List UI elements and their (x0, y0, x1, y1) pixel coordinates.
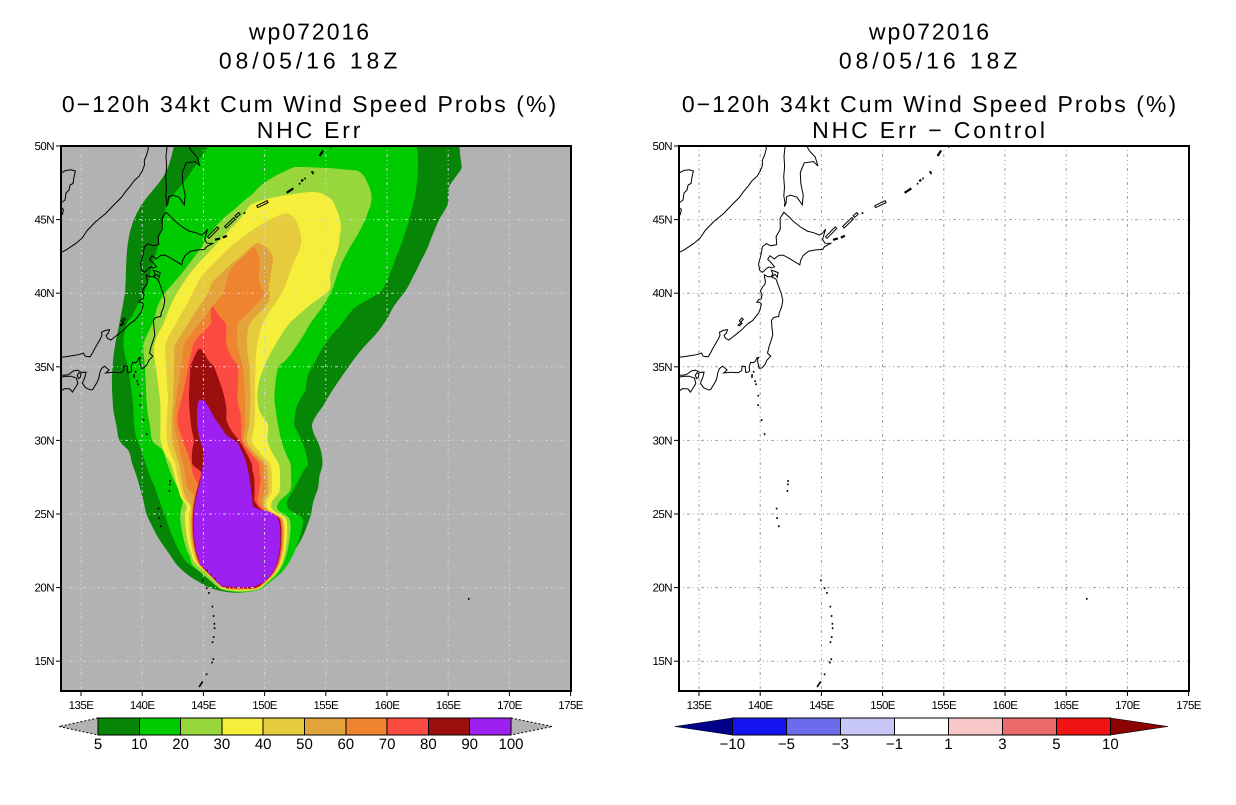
svg-text:70: 70 (379, 736, 396, 753)
svg-text:wp072016: wp072016 (868, 19, 991, 45)
svg-text:0−120h 34kt Cum Wind Speed Pro: 0−120h 34kt Cum Wind Speed Probs (%) (62, 91, 558, 117)
svg-text:3: 3 (998, 736, 1006, 753)
svg-text:10: 10 (1102, 736, 1119, 753)
svg-text:140E: 140E (130, 700, 156, 712)
svg-text:90: 90 (461, 736, 478, 753)
svg-text:10: 10 (131, 736, 148, 753)
svg-text:135E: 135E (687, 700, 713, 712)
svg-text:40: 40 (255, 736, 272, 753)
svg-text:−5: −5 (778, 736, 795, 753)
svg-text:50: 50 (296, 736, 313, 753)
svg-text:20N: 20N (35, 583, 55, 595)
svg-text:45N: 45N (35, 215, 55, 227)
svg-text:5: 5 (1052, 736, 1060, 753)
svg-text:5: 5 (94, 736, 102, 753)
svg-text:40N: 40N (35, 288, 55, 300)
svg-text:35N: 35N (653, 362, 673, 374)
svg-text:45N: 45N (653, 215, 673, 227)
svg-text:145E: 145E (809, 700, 835, 712)
svg-text:30N: 30N (653, 435, 673, 447)
svg-text:−3: −3 (832, 736, 849, 753)
svg-text:wp072016: wp072016 (248, 19, 371, 45)
svg-text:50N: 50N (35, 141, 55, 153)
svg-text:08/05/16 18Z: 08/05/16 18Z (219, 48, 401, 74)
svg-text:145E: 145E (191, 700, 217, 712)
svg-text:0−120h 34kt Cum Wind Speed Pro: 0−120h 34kt Cum Wind Speed Probs (%) (682, 91, 1178, 117)
svg-text:170E: 170E (497, 700, 523, 712)
svg-text:25N: 25N (653, 509, 673, 521)
svg-text:−1: −1 (886, 736, 903, 753)
svg-text:−10: −10 (720, 736, 745, 753)
svg-text:155E: 155E (931, 700, 957, 712)
svg-text:165E: 165E (1054, 700, 1080, 712)
svg-text:20N: 20N (653, 583, 673, 595)
svg-text:20: 20 (172, 736, 189, 753)
svg-text:160E: 160E (993, 700, 1019, 712)
svg-text:60: 60 (337, 736, 354, 753)
svg-text:15N: 15N (653, 656, 673, 668)
svg-text:NHC Err − Control: NHC Err − Control (812, 117, 1048, 143)
svg-text:175E: 175E (558, 700, 584, 712)
svg-text:135E: 135E (69, 700, 95, 712)
svg-text:165E: 165E (436, 700, 462, 712)
svg-text:30N: 30N (35, 435, 55, 447)
svg-text:15N: 15N (35, 656, 55, 668)
svg-text:80: 80 (420, 736, 437, 753)
svg-text:170E: 170E (1115, 700, 1141, 712)
svg-text:140E: 140E (748, 700, 774, 712)
svg-text:175E: 175E (1176, 700, 1202, 712)
svg-text:155E: 155E (313, 700, 339, 712)
svg-text:40N: 40N (653, 288, 673, 300)
svg-text:NHC Err: NHC Err (257, 117, 363, 143)
svg-text:150E: 150E (870, 700, 896, 712)
svg-text:35N: 35N (35, 362, 55, 374)
svg-text:1: 1 (944, 736, 952, 753)
svg-text:08/05/16 18Z: 08/05/16 18Z (839, 48, 1021, 74)
svg-text:25N: 25N (35, 509, 55, 521)
svg-text:30: 30 (214, 736, 231, 753)
svg-text:160E: 160E (375, 700, 401, 712)
svg-text:50N: 50N (653, 141, 673, 153)
svg-text:100: 100 (498, 736, 523, 753)
svg-text:150E: 150E (252, 700, 278, 712)
